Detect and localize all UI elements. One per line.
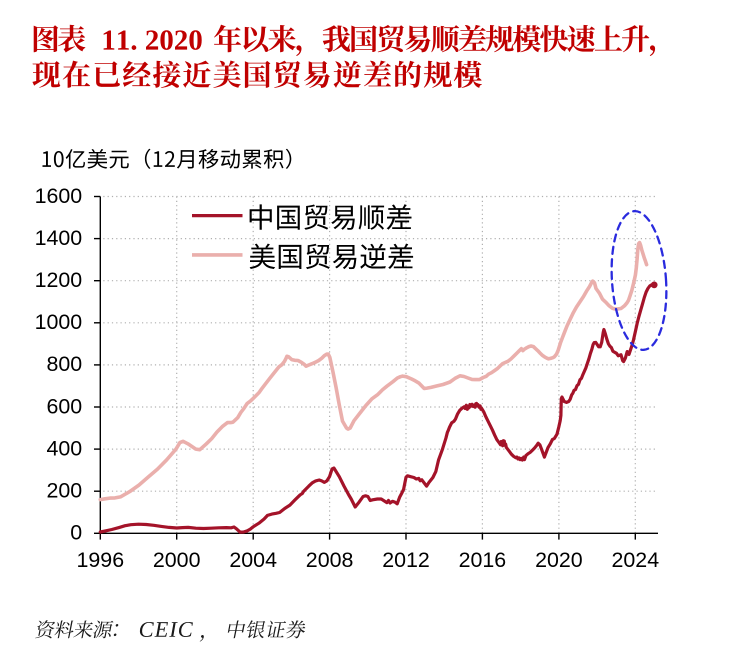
svg-text:2024: 2024 — [612, 548, 660, 572]
svg-text:2004: 2004 — [229, 548, 277, 572]
svg-text:1000: 1000 — [35, 310, 83, 334]
svg-text:200: 200 — [46, 479, 82, 503]
svg-text:1400: 1400 — [35, 226, 83, 250]
svg-text:0: 0 — [70, 521, 82, 545]
svg-text:1996: 1996 — [77, 548, 125, 572]
svg-text:2008: 2008 — [306, 548, 354, 572]
svg-text:1600: 1600 — [35, 184, 83, 208]
svg-text:800: 800 — [46, 352, 82, 376]
svg-text:2000: 2000 — [153, 548, 201, 572]
svg-text:400: 400 — [46, 436, 82, 460]
svg-text:1200: 1200 — [35, 268, 83, 292]
svg-text:2020: 2020 — [535, 548, 583, 572]
svg-text:600: 600 — [46, 394, 82, 418]
svg-text:2016: 2016 — [459, 548, 507, 572]
svg-text:2012: 2012 — [382, 548, 430, 572]
